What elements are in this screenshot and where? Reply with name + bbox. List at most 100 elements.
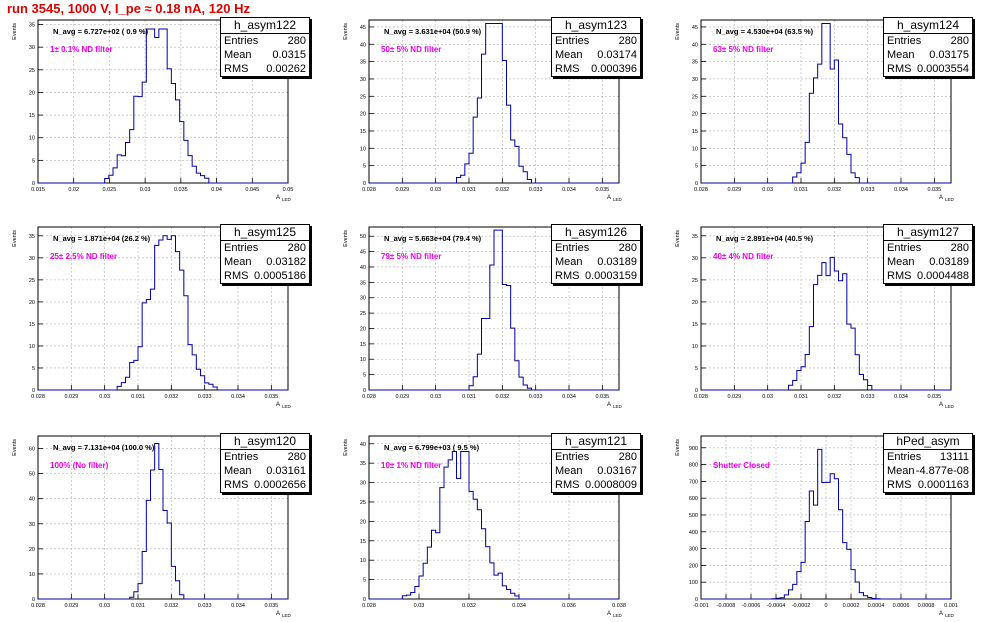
y-tick-label: 45	[360, 250, 366, 256]
stats-box-title: h_asym122	[221, 18, 309, 34]
y-tick-label: 35	[360, 60, 366, 66]
x-tick-label: 0.028	[31, 603, 45, 609]
y-tick-label: 45	[360, 25, 366, 31]
x-tick-label: 0.029	[727, 394, 741, 400]
x-tick-label: 0.0004	[868, 603, 885, 609]
mean-value: 0.03161	[266, 465, 306, 477]
x-axis-label: A	[276, 195, 280, 201]
x-tick-label: 0.03	[99, 603, 110, 609]
y-axis-label: Events	[12, 439, 18, 456]
x-tick-label: 0.035	[264, 394, 278, 400]
stats-row-entries: Entries 280	[552, 241, 640, 255]
x-axis-label-sub: LED	[945, 197, 955, 202]
filter-annotation: 63± 5% ND filter	[713, 45, 773, 54]
x-tick-label: 0.028	[362, 603, 376, 609]
y-tick-label: 5	[32, 366, 35, 372]
stats-row-mean: Mean -4.877e-08	[884, 464, 972, 478]
plot-frame	[37, 435, 289, 600]
mean-label: Mean	[224, 465, 252, 477]
y-tick-label: 30	[692, 256, 698, 262]
x-tick-label: 0.03	[140, 187, 151, 193]
plot-frame	[368, 19, 620, 184]
y-tick-label: 0	[695, 388, 698, 394]
rms-value: 0.0003554	[917, 63, 969, 75]
stats-box: h_asym122 Entries 280 Mean 0.0315 RMS 0.00262	[220, 17, 310, 77]
x-tick-label: 0.028	[31, 394, 45, 400]
rms-label: RMS	[887, 63, 912, 75]
stats-box-title: h_asym126	[552, 225, 640, 241]
x-tick-label: 0.028	[694, 394, 708, 400]
stats-row-rms: RMS 0.0003554	[884, 62, 972, 76]
x-tick-label: 0.031	[794, 187, 808, 193]
y-tick-label: 15	[29, 322, 35, 328]
y-tick-label: 0	[363, 597, 366, 603]
x-tick-label: 0.033	[529, 394, 543, 400]
entries-value: 280	[950, 35, 969, 47]
y-tick-label: 20	[29, 300, 35, 306]
y-tick-label: 35	[360, 280, 366, 286]
histogram-hPed_asym	[701, 448, 951, 600]
x-tick-label: 0.035	[595, 394, 609, 400]
histogram-h_asym121	[369, 451, 619, 600]
y-tick-label: 300	[689, 547, 698, 553]
entries-label: Entries	[887, 242, 922, 254]
x-tick-label: 0.03	[762, 187, 773, 193]
y-tick-label: 35	[692, 60, 698, 66]
entries-label: Entries	[224, 242, 259, 254]
rms-label: RMS	[555, 63, 580, 75]
filter-annotation: 10± 1% ND filter	[381, 461, 441, 470]
y-tick-label: 30	[360, 296, 366, 302]
rms-label: RMS	[555, 270, 580, 282]
x-tick-label: 0.028	[362, 394, 376, 400]
entries-label: Entries	[224, 451, 259, 463]
histogram-h_asym124	[701, 22, 951, 184]
x-axis-label: A	[607, 195, 611, 201]
stats-row-mean: Mean 0.03189	[552, 255, 640, 269]
x-tick-label: 0.0006	[893, 603, 910, 609]
y-tick-label: 25	[692, 278, 698, 284]
mean-value: 0.03175	[929, 49, 969, 61]
y-tick-label: 5	[32, 158, 35, 164]
mean-label: Mean	[887, 49, 915, 61]
x-tick-label: 0.031	[794, 394, 808, 400]
x-tick-label: 0.034	[562, 187, 576, 193]
x-tick-label: 0.028	[694, 187, 708, 193]
y-axis-label: Events	[675, 230, 681, 247]
navg-label: N_avg = 1.871e+04 (26.2 %)	[53, 234, 151, 243]
rms-label: RMS	[224, 479, 249, 491]
y-tick-label: 30	[29, 256, 35, 262]
y-tick-label: 10	[360, 146, 366, 152]
x-tick-label: 0.029	[395, 394, 409, 400]
stats-box: h_asym120 Entries 280 Mean 0.03161 RMS 0.00026…	[220, 433, 310, 493]
stats-row-rms: RMS 0.0005186	[221, 269, 309, 283]
y-tick-label: 20	[360, 112, 366, 118]
plot-frame	[700, 19, 952, 184]
plot-frame	[37, 226, 289, 391]
x-tick-label: 0.034	[231, 603, 245, 609]
y-tick-label: 25	[29, 278, 35, 284]
rms-value: 0.00262	[266, 63, 306, 75]
y-tick-label: 30	[692, 77, 698, 83]
x-tick-label: 0.035	[595, 187, 609, 193]
y-tick-label: 25	[360, 94, 366, 100]
plot-frame	[368, 226, 620, 391]
stats-row-entries: Entries 280	[884, 241, 972, 255]
stats-row-entries: Entries 280	[552, 450, 640, 464]
plot-frame	[37, 19, 289, 184]
filter-annotation: 40± 4% ND filter	[713, 252, 773, 261]
x-tick-label: -0.0002	[792, 603, 811, 609]
y-tick-label: 5	[695, 366, 698, 372]
x-axis-label-sub: LED	[282, 404, 292, 409]
mean-value: 0.03182	[266, 256, 306, 268]
x-tick-label: 0.028	[362, 187, 376, 193]
x-tick-label: 0.034	[894, 187, 908, 193]
y-tick-label: 0	[32, 597, 35, 603]
x-tick-label: -0.001	[693, 603, 709, 609]
stats-box-title: h_asym123	[552, 18, 640, 34]
rms-label: RMS	[224, 270, 249, 282]
y-tick-label: 45	[692, 25, 698, 31]
stats-box: h_asym126 Entries 280 Mean 0.03189 RMS 0.00031…	[551, 224, 641, 284]
x-tick-label: 0.001	[944, 603, 958, 609]
y-tick-label: 0	[695, 181, 698, 187]
y-tick-label: 40	[360, 42, 366, 48]
